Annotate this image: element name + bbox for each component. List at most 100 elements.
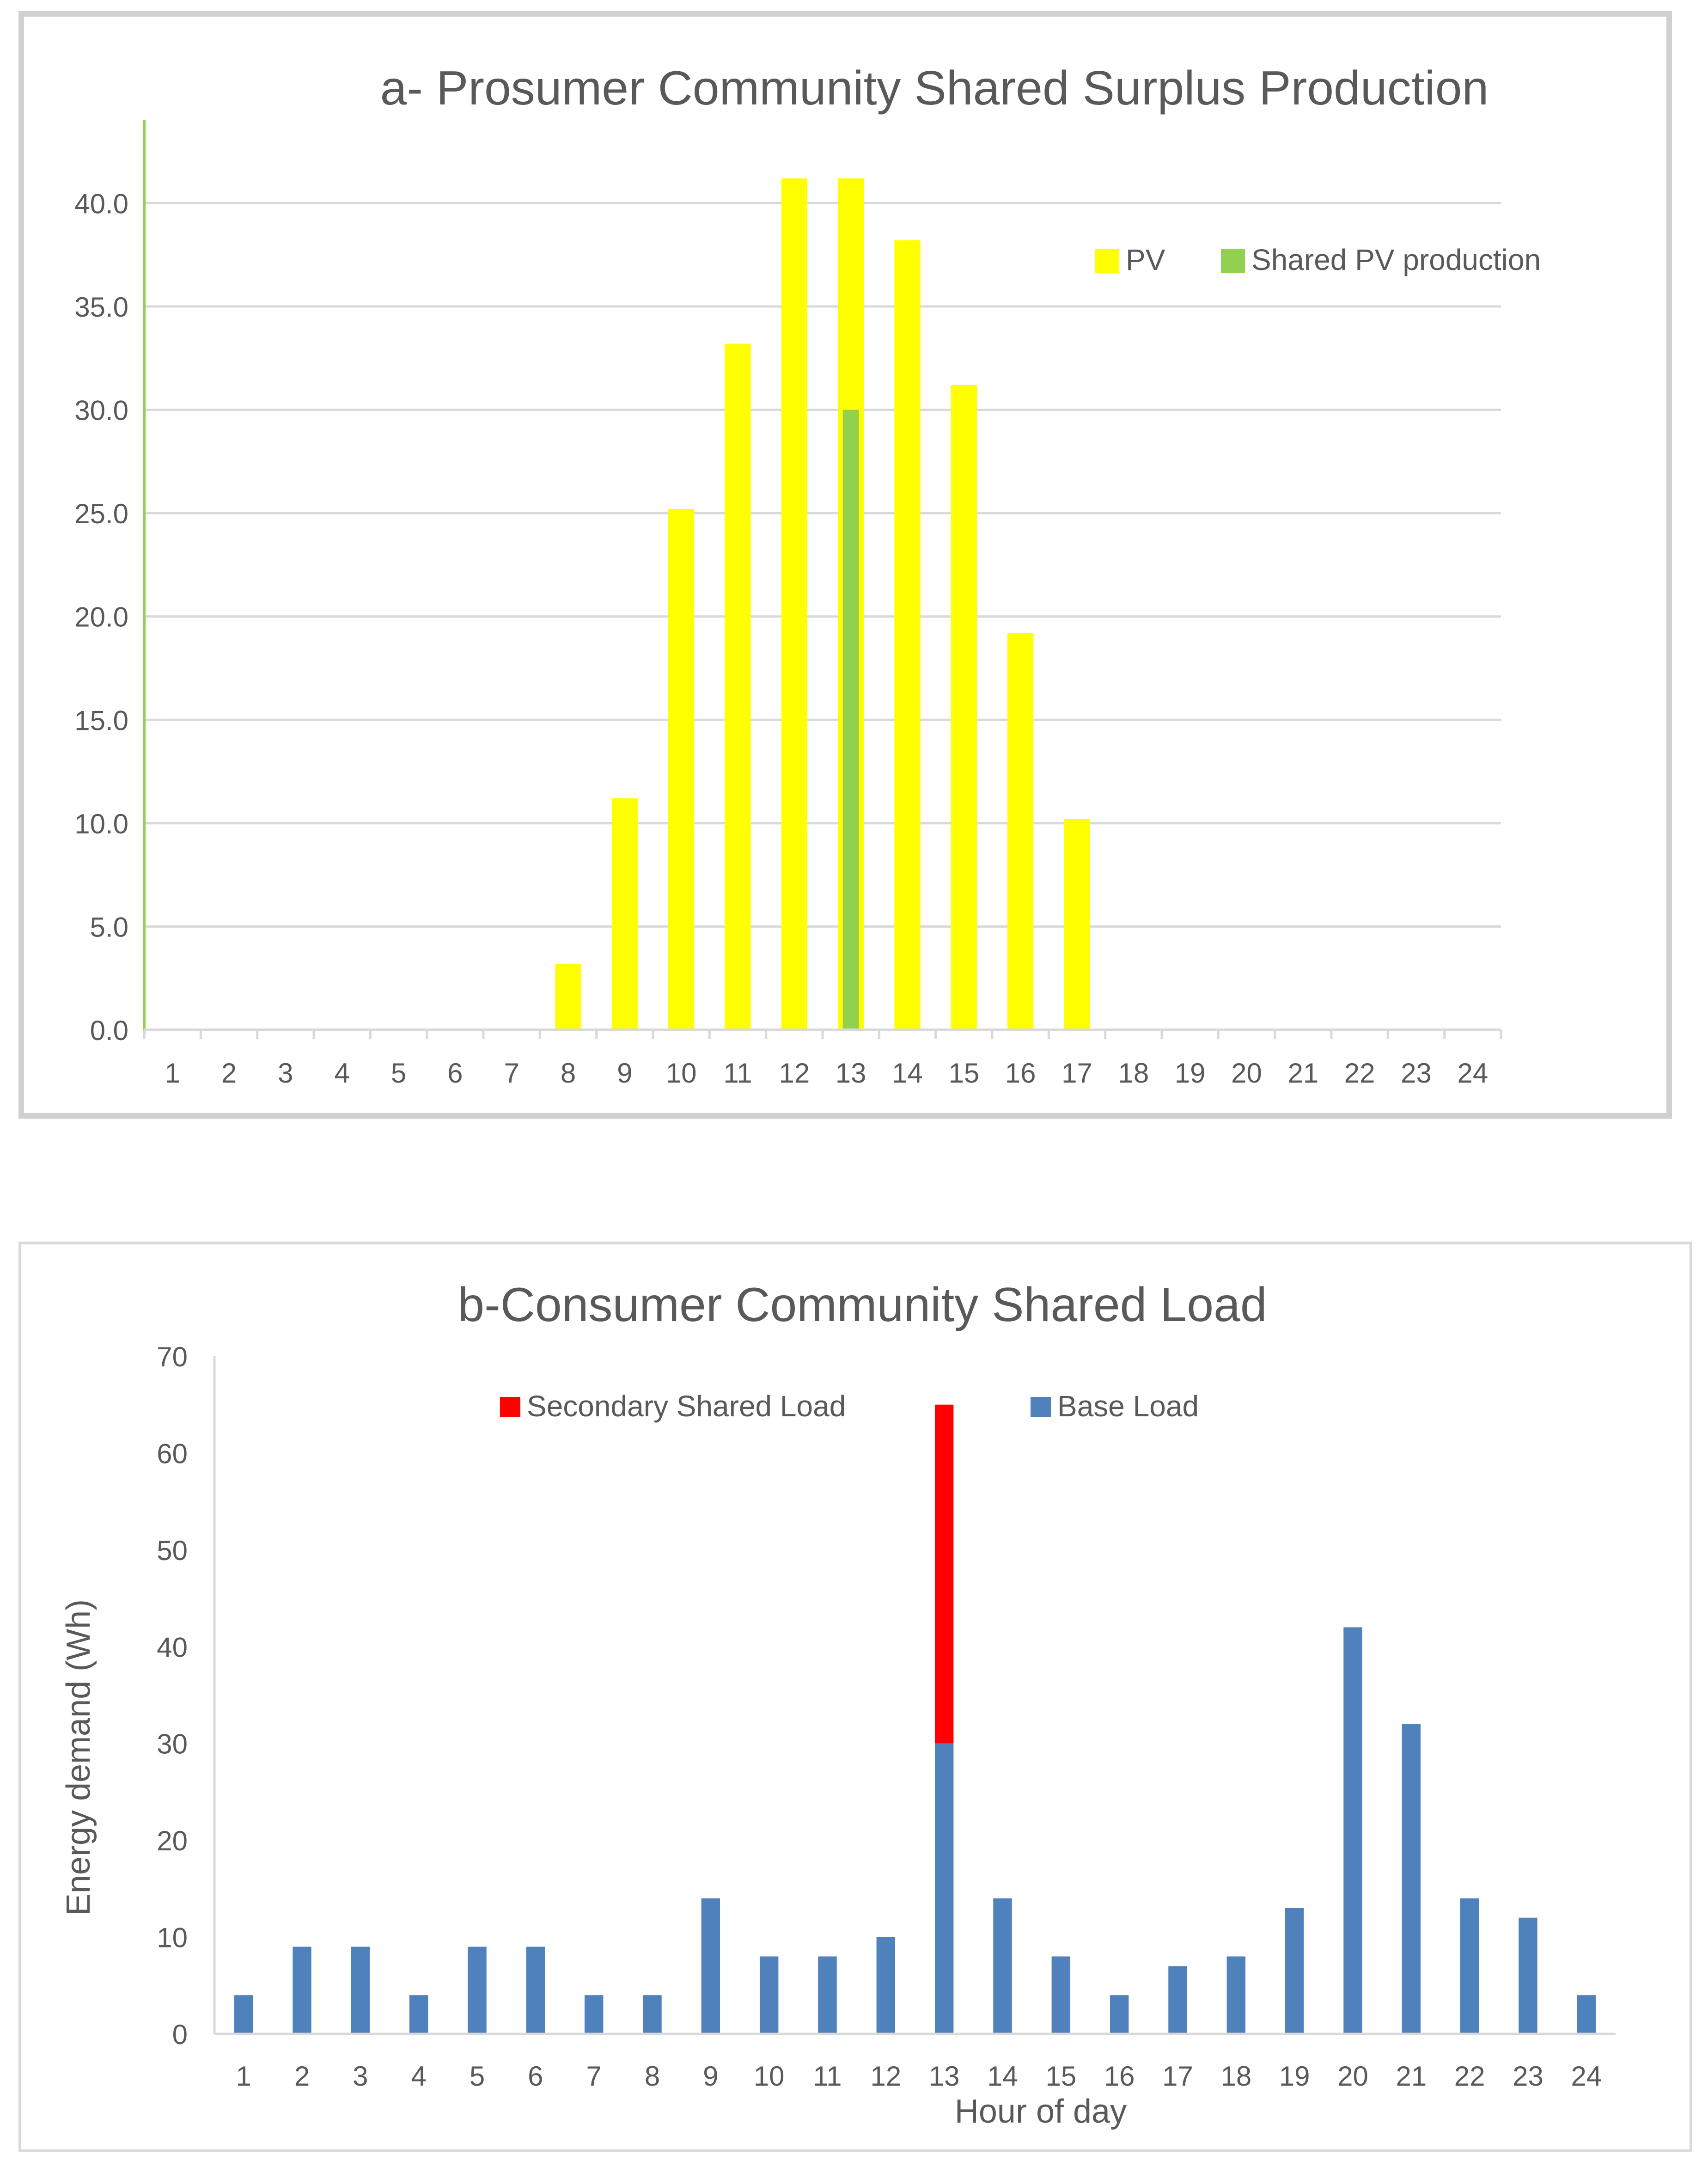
chart-b-x-tick-label: 15 <box>1045 2061 1076 2092</box>
legend-label-shared-pv: Shared PV production <box>1251 243 1541 276</box>
chart-b-x-tick-label: 19 <box>1279 2061 1310 2092</box>
bar-base-load <box>409 1995 428 2034</box>
chart-b-x-tick-label: 14 <box>987 2061 1018 2092</box>
chart-a-svg: a- Prosumer Community Shared Surplus Pro… <box>74 61 1541 1089</box>
chart-a-x-tick-label: 13 <box>836 1058 866 1089</box>
bar-pv <box>555 963 581 1030</box>
chart-a-y-tick-label: 5.0 <box>90 912 128 943</box>
chart-a-title: a- Prosumer Community Shared Surplus Pro… <box>380 61 1489 115</box>
chart-a-x-tick-label: 11 <box>723 1058 752 1089</box>
chart-b-y-tick-label: 70 <box>157 1341 188 1372</box>
chart-a-x-tick-label: 23 <box>1401 1058 1432 1089</box>
bar-base-load <box>1285 1908 1304 2034</box>
chart-b-x-tick-label: 24 <box>1571 2061 1602 2092</box>
bar-base-load <box>1168 1966 1187 2034</box>
chart-a-x-tick-label: 17 <box>1061 1058 1092 1089</box>
bar-base-load <box>818 1956 837 2034</box>
chart-a-x-tick-label: 14 <box>892 1058 923 1089</box>
legend-label-secondary-shared-load: Secondary Shared Load <box>527 1390 846 1423</box>
chart-a-x-tick-label: 12 <box>779 1058 810 1089</box>
chart-a-x-tick-label: 1 <box>165 1058 180 1089</box>
chart-b-x-tick-label: 21 <box>1396 2061 1427 2092</box>
bar-pv <box>611 798 638 1030</box>
chart-a-x-tick-label: 7 <box>504 1058 519 1089</box>
chart-b-x-tick-label: 6 <box>528 2061 543 2092</box>
chart-b-x-tick-label: 3 <box>353 2061 368 2092</box>
bar-shared-pv <box>842 410 859 1030</box>
chart-b-x-axis-label: Hour of day <box>955 2093 1127 2130</box>
bar-base-load <box>1110 1995 1129 2034</box>
bar-base-load <box>643 1995 662 2034</box>
chart-a-y-tick-label: 20.0 <box>74 602 128 633</box>
chart-b-x-tick-label: 9 <box>703 2061 718 2092</box>
bar-base-load <box>759 1956 779 2034</box>
bar-pv <box>781 178 807 1030</box>
chart-b-x-tick-label: 7 <box>586 2061 601 2092</box>
chart-a-x-tick-label: 10 <box>666 1058 697 1089</box>
bar-base-load <box>293 1947 311 2034</box>
chart-a-y-tick-label: 25.0 <box>74 498 128 529</box>
bar-base-load <box>1519 1917 1537 2034</box>
bar-base-load <box>526 1947 545 2034</box>
bar-base-load <box>1402 1724 1421 2034</box>
chart-a-x-tick-label: 6 <box>447 1058 463 1089</box>
chart-b-x-tick-label: 8 <box>645 2061 660 2092</box>
bar-pv <box>725 343 751 1030</box>
bar-base-load <box>1460 1898 1479 2034</box>
chart-b-x-tick-label: 11 <box>813 2061 842 2092</box>
bar-base-load <box>1051 1956 1071 2034</box>
chart-a-y-tick-label: 0.0 <box>90 1015 128 1046</box>
bar-base-load <box>234 1995 253 2034</box>
chart-b-x-tick-label: 20 <box>1337 2061 1368 2092</box>
chart-b-y-tick-label: 30 <box>157 1729 188 1760</box>
chart-b-x-tick-label: 18 <box>1220 2061 1251 2092</box>
chart-a-x-tick-label: 3 <box>278 1058 293 1089</box>
chart-a-x-tick-label: 15 <box>948 1058 979 1089</box>
bar-base-load <box>1343 1627 1362 2034</box>
bar-base-load <box>934 1743 954 2034</box>
bar-base-load <box>584 1995 604 2034</box>
chart-a-y-tick-label: 15.0 <box>74 705 128 736</box>
chart-b-y-tick-label: 0 <box>172 2019 188 2050</box>
chart-b-x-tick-label: 22 <box>1454 2061 1485 2092</box>
chart-a-x-tick-label: 19 <box>1175 1058 1206 1089</box>
chart-b-x-tick-label: 10 <box>754 2061 785 2092</box>
legend-swatch-base-load <box>1031 1397 1051 1417</box>
bar-base-load <box>1577 1995 1596 2034</box>
chart-b-x-tick-label: 4 <box>411 2061 426 2092</box>
bar-pv <box>1064 819 1090 1030</box>
chart-b-x-tick-label: 16 <box>1104 2061 1135 2092</box>
chart-b-x-tick-label: 1 <box>236 2061 251 2092</box>
legend-label-base-load: Base Load <box>1057 1390 1199 1423</box>
bar-secondary-shared-load <box>934 1404 954 1744</box>
chart-b-x-tick-label: 12 <box>870 2061 901 2092</box>
bar-base-load <box>351 1947 370 2034</box>
bar-base-load <box>876 1937 896 2034</box>
legend-swatch-shared-pv <box>1221 249 1245 273</box>
chart-a-x-tick-label: 18 <box>1118 1058 1149 1089</box>
chart-a-x-tick-label: 4 <box>334 1058 349 1089</box>
chart-b-x-tick-label: 13 <box>929 2061 960 2092</box>
chart-b-x-tick-label: 23 <box>1513 2061 1543 2092</box>
chart-a-legend: PV Shared PV production <box>1095 243 1541 276</box>
chart-a-x-tick-label: 8 <box>561 1058 576 1089</box>
chart-b-panel: b-Consumer Community Shared Load 0 10 20 30… <box>18 1242 1692 2152</box>
chart-a-x-tick-label: 5 <box>391 1058 406 1089</box>
bar-pv <box>894 240 921 1030</box>
bar-pv <box>951 385 977 1030</box>
chart-b-y-tick-label: 20 <box>157 1825 188 1856</box>
bar-pv <box>1007 633 1034 1030</box>
chart-b-x-tick-label: 17 <box>1162 2061 1193 2092</box>
chart-a-x-tick-label: 2 <box>221 1058 237 1089</box>
chart-b-y-tick-label: 60 <box>157 1438 188 1469</box>
chart-a-y-tick-label: 35.0 <box>74 292 128 323</box>
chart-b-title: b-Consumer Community Shared Load <box>458 1278 1267 1332</box>
chart-a-x-tick-label: 22 <box>1344 1058 1375 1089</box>
chart-b-y-tick-label: 40 <box>157 1632 188 1663</box>
chart-b-y-axis-label: Energy demand (Wh) <box>60 1599 97 1916</box>
legend-swatch-secondary-shared-load <box>500 1397 520 1417</box>
chart-a-x-tick-label: 16 <box>1005 1058 1036 1089</box>
chart-b-x-tick-label: 5 <box>470 2061 485 2092</box>
chart-a-y-tick-label: 40.0 <box>74 188 128 219</box>
bar-base-load <box>993 1898 1012 2034</box>
